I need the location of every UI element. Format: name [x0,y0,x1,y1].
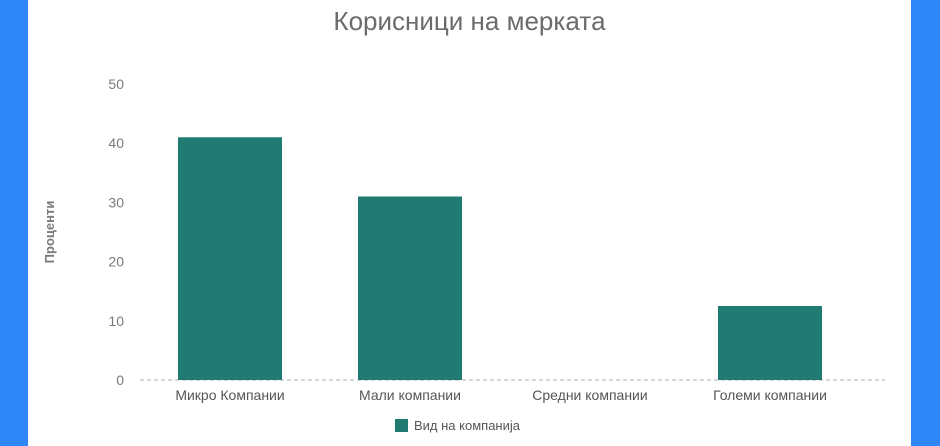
y-tick-label: 40 [108,135,124,151]
y-tick-label: 50 [108,76,124,92]
y-tick-label: 0 [116,372,124,388]
x-tick-label: Средни компании [532,387,647,403]
x-tick-label: Мали компании [359,387,461,403]
y-tick-label: 20 [108,254,124,270]
y-axis-ticks: 0 10 20 30 40 50 [108,76,124,388]
prezi-logo-icon [54,392,86,424]
legend-label: Вид на компанија [414,418,521,433]
y-tick-label: 30 [108,194,124,210]
bar [358,196,462,380]
y-tick-label: 10 [108,313,124,329]
chart-card: Корисници на меркатa [28,0,911,446]
bar [178,137,282,380]
y-axis-label: Проценти [42,201,57,264]
x-axis-ticks: Микро Компании Мали компании Средни компан… [175,387,827,403]
legend: Вид на компанија [395,418,521,433]
legend-swatch [395,419,408,432]
bar [718,306,822,380]
x-tick-label: Микро Компании [175,387,284,403]
chart-title: Корисници на меркатa [333,6,606,36]
prezi-watermark: Prezi [48,392,111,422]
bar-series [178,137,822,380]
x-tick-label: Големи компании [713,387,827,403]
